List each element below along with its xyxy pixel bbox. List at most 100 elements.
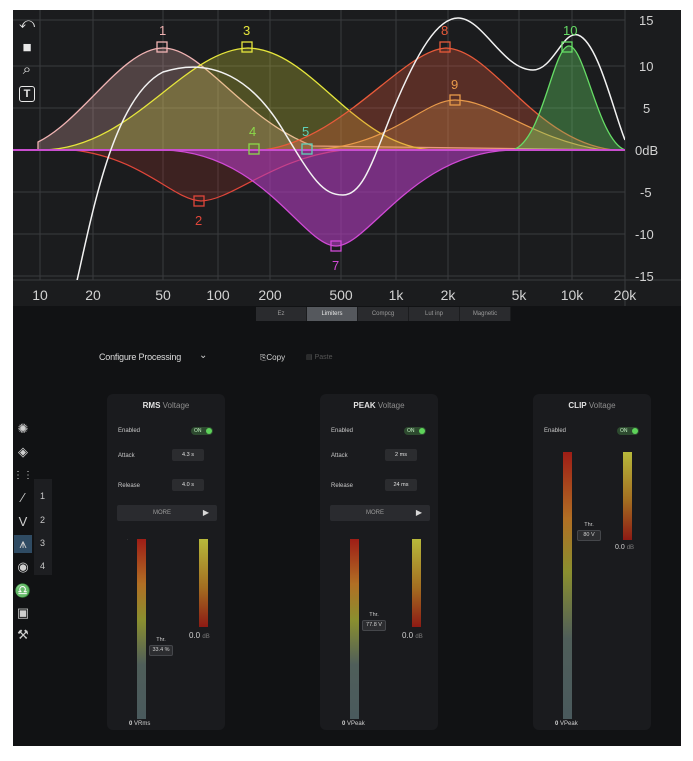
copy-label: Copy xyxy=(266,353,286,362)
y-tick-label: 5 xyxy=(643,101,650,116)
highpass-filter-icon[interactable]: ∕ xyxy=(21,489,25,505)
threshold-control[interactable]: Thr. 33.4 % xyxy=(149,637,173,656)
meter-zero: 0 xyxy=(129,721,133,727)
band-3-label: 3 xyxy=(243,23,250,38)
tab-magnetic[interactable]: Magnetic xyxy=(460,307,511,321)
x-tick-label: 2k xyxy=(441,287,457,303)
tools-icon[interactable]: ⚒ xyxy=(17,627,29,642)
attack-field[interactable]: 2 ms xyxy=(385,449,417,461)
db-unit: dB xyxy=(626,545,635,551)
camera-icon[interactable]: ■ xyxy=(22,38,32,56)
grid-icon[interactable]: ⋮⋮ xyxy=(13,469,33,481)
band-7-handle xyxy=(330,240,342,252)
sun-icon[interactable]: ✺ xyxy=(17,421,29,436)
rms-limiter-panel: RMS Voltage Enabled ON Attack 4.3 s Rele… xyxy=(107,394,225,730)
copy-button[interactable]: ⎘Copy xyxy=(260,353,285,363)
y-tick-label: 15 xyxy=(639,13,653,28)
panel-title-sub: Voltage xyxy=(162,401,190,410)
gain-reduction-readout: 0.0 dB xyxy=(402,631,423,640)
panel-title: RMS Voltage xyxy=(107,401,225,410)
attack-field[interactable]: 4.3 s xyxy=(172,449,204,461)
x-tick-label: 10 xyxy=(32,287,48,303)
notch-filter-icon[interactable]: V xyxy=(18,513,28,529)
band-5-handle xyxy=(301,143,313,155)
level-meter[interactable] xyxy=(137,539,146,719)
level-meter[interactable] xyxy=(350,539,359,719)
threshold-control[interactable]: Thr. 80 V xyxy=(577,522,601,541)
enabled-toggle[interactable]: ON xyxy=(191,427,213,435)
attack-label: Attack xyxy=(331,453,348,459)
threshold-control[interactable]: Thr. 77.8 V xyxy=(362,612,386,631)
undo-icon[interactable]: ⤺ xyxy=(18,14,36,32)
save-icon[interactable]: ▣ xyxy=(16,605,30,620)
enabled-label: Enabled xyxy=(331,428,354,434)
band-7-curve xyxy=(162,149,514,247)
panel-title-main: PEAK xyxy=(353,401,376,410)
band-8-label: 8 xyxy=(441,23,448,38)
band-2-handle xyxy=(193,195,205,207)
level-meter[interactable] xyxy=(563,452,572,719)
eq-canvas[interactable]: 1 3 8 9 10 4 5 2 7 15 10 5 0dB -5 -10 -1… xyxy=(13,10,681,306)
panel-title-main: RMS xyxy=(142,401,161,410)
signal-flow-icon[interactable]: ◈ xyxy=(18,444,28,459)
band-1-label: 1 xyxy=(159,23,166,38)
gain-reduction-readout: 0.0 dB xyxy=(189,631,210,640)
x-tick-label: 200 xyxy=(258,287,282,303)
x-tick-label: 20 xyxy=(85,287,101,303)
band-strip xyxy=(34,479,52,575)
paste-button: ▤ Paste xyxy=(306,353,332,361)
y-tick-label: 0dB xyxy=(635,143,658,158)
enabled-label: Enabled xyxy=(118,428,141,434)
toggle-state: ON xyxy=(620,428,628,434)
band-2-label: 2 xyxy=(195,213,202,228)
band-8-curve xyxy=(262,47,614,151)
headphone-icon[interactable]: ♎ xyxy=(14,583,32,598)
band-10-handle xyxy=(561,41,573,53)
speaker-icon[interactable]: ◉ xyxy=(17,559,29,574)
limiter-icon[interactable]: ⩚ xyxy=(14,535,32,553)
x-tick-label: 5k xyxy=(512,287,528,303)
meter-unit-label: VRms xyxy=(134,721,151,727)
tab-lut-input[interactable]: Lut inp xyxy=(409,307,460,321)
gain-reduction-readout: 0.0 dB xyxy=(615,544,634,551)
band-7-label: 7 xyxy=(332,258,339,273)
panel-title-main: CLIP xyxy=(568,401,587,410)
eq-graph[interactable]: 1 3 8 9 10 4 5 2 7 15 10 5 0dB -5 -10 -1… xyxy=(13,10,681,306)
chevron-down-icon[interactable]: ⌄ xyxy=(199,350,208,361)
y-tick-label: -5 xyxy=(640,185,652,200)
peak-limiter-panel: PEAK Voltage Enabled ON Attack 2 ms Rele… xyxy=(320,394,438,730)
tab-compressor[interactable]: Compcg xyxy=(358,307,409,321)
play-icon: ▶ xyxy=(202,508,209,517)
band-10-curve xyxy=(512,45,625,151)
enabled-toggle[interactable]: ON xyxy=(617,427,639,435)
tab-limiters[interactable]: Limiters xyxy=(307,307,358,321)
release-field[interactable]: 4.0 s xyxy=(172,479,204,491)
db-unit: dB xyxy=(202,634,210,640)
meter-unit-label: VPeak xyxy=(347,721,365,727)
x-tick-label: 10k xyxy=(561,287,585,303)
tab-bar: Ez Limiters Compcg Lut inp Magnetic xyxy=(256,307,511,321)
release-field[interactable]: 24 ms xyxy=(385,479,417,491)
meter-unit: 0 VRms xyxy=(129,721,150,727)
band-8-handle xyxy=(439,41,451,53)
x-tick-label: 100 xyxy=(206,287,230,303)
meter-unit-label: VPeak xyxy=(560,721,578,727)
band-1-curve xyxy=(37,47,625,151)
gain-reduction-meter xyxy=(412,539,421,627)
panel-title-sub: Voltage xyxy=(588,401,616,410)
configure-processing-dropdown[interactable]: Configure Processing xyxy=(99,352,182,362)
db-value: 0.0 xyxy=(615,544,625,551)
more-button[interactable]: MORE ▶ xyxy=(117,505,217,521)
band-9-handle xyxy=(449,94,461,106)
enabled-toggle[interactable]: ON xyxy=(404,427,426,435)
more-button[interactable]: MORE ▶ xyxy=(330,505,430,521)
release-label: Release xyxy=(331,483,354,489)
zoom-icon[interactable]: ⌕ xyxy=(22,60,32,78)
paste-label: Paste xyxy=(314,354,333,361)
threshold-label: Thr. xyxy=(369,612,379,618)
band-1-handle xyxy=(156,41,168,53)
panel-title: CLIP Voltage xyxy=(533,401,651,410)
y-tick-label: -10 xyxy=(635,227,654,242)
text-icon[interactable]: T xyxy=(19,86,35,102)
tab-eq[interactable]: Ez xyxy=(256,307,307,321)
